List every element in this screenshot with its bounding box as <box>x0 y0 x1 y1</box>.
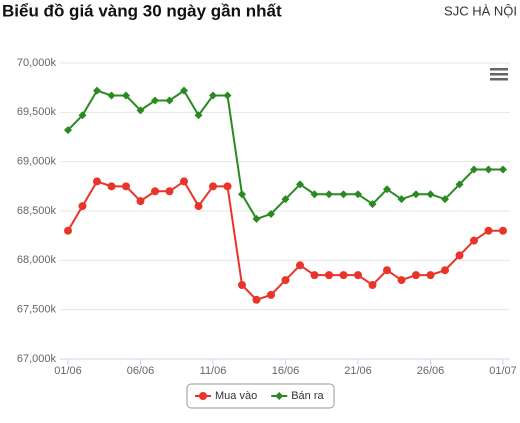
point <box>339 271 348 280</box>
chart-subtitle: SJC HÀ NỘI <box>444 3 517 18</box>
point <box>238 190 246 199</box>
point <box>209 182 217 191</box>
y-tick-label: 67,000k <box>17 353 57 365</box>
point <box>441 266 449 275</box>
point <box>122 182 130 191</box>
point <box>64 126 72 135</box>
point <box>455 180 464 189</box>
point <box>64 226 72 235</box>
point <box>325 190 333 199</box>
point <box>310 271 319 280</box>
x-tick-label: 21/06 <box>344 365 372 377</box>
point <box>122 91 130 100</box>
point <box>165 187 174 196</box>
legend-item[interactable]: Bán ra <box>271 390 324 402</box>
point <box>412 271 420 280</box>
point <box>354 271 362 280</box>
menu-bar <box>490 73 508 76</box>
point <box>499 165 507 174</box>
legend-box <box>186 383 335 409</box>
legend-item[interactable]: Mua vào <box>195 390 257 402</box>
point <box>93 177 101 186</box>
point <box>209 91 217 100</box>
point <box>267 209 275 218</box>
legend-marker <box>275 392 284 400</box>
point <box>426 190 435 199</box>
y-tick-label: 69,000k <box>17 156 57 168</box>
menu-button[interactable] <box>489 66 509 82</box>
point <box>238 281 246 289</box>
point <box>252 295 261 304</box>
x-tick-label: 01/07 <box>489 365 517 377</box>
point <box>455 251 464 260</box>
point <box>426 271 435 280</box>
point <box>325 271 333 280</box>
point <box>383 266 391 275</box>
point <box>368 200 377 209</box>
point <box>368 281 377 289</box>
point <box>165 96 174 105</box>
point <box>136 197 145 206</box>
point <box>339 190 348 199</box>
chart-title: Biểu đồ giá vàng 30 ngày gần nhất <box>2 1 282 20</box>
point <box>267 290 275 299</box>
point <box>180 177 188 186</box>
point <box>470 236 478 245</box>
point <box>281 276 290 285</box>
point <box>180 86 188 95</box>
menu-bar <box>490 68 508 71</box>
point <box>470 165 478 174</box>
point <box>194 202 203 211</box>
point <box>252 214 261 223</box>
point <box>441 195 449 204</box>
menu-bar <box>490 78 508 81</box>
point <box>296 261 304 270</box>
y-tick-label: 68,000k <box>17 254 57 266</box>
point <box>136 106 145 115</box>
point <box>354 190 362 199</box>
point <box>397 195 406 204</box>
point <box>93 86 101 95</box>
y-tick-label: 69,500k <box>17 106 57 118</box>
point <box>484 226 493 235</box>
point <box>296 180 304 189</box>
point <box>499 226 507 235</box>
x-tick-label: 11/06 <box>200 365 227 377</box>
point <box>223 182 232 191</box>
x-tick-label: 16/06 <box>272 365 300 377</box>
point <box>397 276 406 285</box>
point <box>151 187 159 196</box>
x-tick-label: 26/06 <box>417 365 445 377</box>
point <box>194 111 203 120</box>
y-tick-label: 70,000k <box>17 57 57 69</box>
point <box>151 96 159 105</box>
point <box>107 91 116 100</box>
legend-marker <box>199 392 207 400</box>
point <box>412 190 420 199</box>
point <box>383 185 391 194</box>
y-tick-label: 67,500k <box>17 304 57 316</box>
x-tick-label: 06/06 <box>127 365 155 377</box>
y-tick-label: 68,500k <box>17 205 57 217</box>
point <box>78 202 87 211</box>
x-tick-label: 01/06 <box>54 365 82 377</box>
point <box>78 111 87 120</box>
point <box>107 182 116 191</box>
legend-label: Mua vào <box>215 390 257 402</box>
point <box>310 190 319 199</box>
legend-label: Bán ra <box>291 390 324 402</box>
point <box>281 195 290 204</box>
point <box>223 91 232 100</box>
point <box>484 165 493 174</box>
